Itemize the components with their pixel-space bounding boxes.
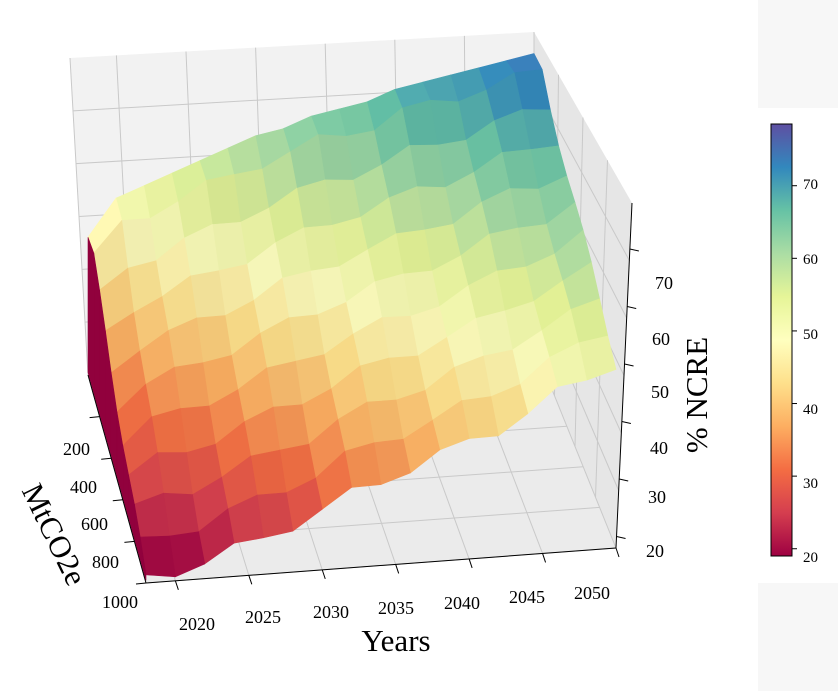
- y-tick-mark: [112, 499, 123, 502]
- x-tick-label: 2020: [179, 614, 215, 634]
- x-tick-mark: [321, 569, 326, 580]
- x-tick-mark: [542, 553, 547, 563]
- y-tick-label: 200: [63, 439, 90, 459]
- y-tick-mark: [124, 540, 135, 543]
- x-tick-label: 2045: [509, 587, 545, 607]
- colorbar-tick-label: 40: [803, 402, 818, 418]
- z-tick-mark: [629, 248, 639, 252]
- y-tick-label: 400: [70, 477, 97, 497]
- colorbar-tick-label: 20: [803, 550, 818, 566]
- ncre-axis-line: [615, 202, 633, 549]
- z-tick-label: 20: [646, 541, 664, 561]
- y-tick-mark: [89, 416, 100, 419]
- y-tick-mark: [135, 582, 147, 585]
- y-tick-label: 800: [92, 552, 119, 572]
- z-tick-label: 60: [652, 329, 670, 349]
- z-tick-mark: [624, 363, 634, 367]
- z-tick-mark: [616, 536, 626, 539]
- emissions-axis-line: [87, 374, 147, 584]
- side-panel-top: [758, 0, 838, 108]
- z-tick-mark: [621, 421, 631, 424]
- colorbar: [770, 123, 793, 557]
- z-tick-label: 40: [650, 438, 668, 458]
- z-tick-label: 70: [655, 273, 673, 293]
- side-panel-bottom: [758, 583, 838, 691]
- x-axis-title: Years: [361, 623, 430, 658]
- x-tick-mark: [395, 564, 400, 574]
- surface: [87, 53, 617, 581]
- x-tick-label: 2035: [378, 598, 414, 618]
- z-axis-title: % NCRE: [679, 337, 714, 453]
- y-tick-mark: [101, 457, 112, 460]
- surface-patch: [139, 537, 147, 581]
- tick-marks: [89, 248, 639, 590]
- colorbar-ticks: [792, 185, 797, 550]
- z-tick-mark: [619, 478, 629, 482]
- years-axis-line: [145, 547, 617, 584]
- x-tick-label: 2050: [574, 583, 610, 603]
- y-tick-label: 1000: [102, 592, 138, 612]
- colorbar-tick-label: 50: [803, 327, 818, 343]
- colorbar-tick-label: 30: [803, 476, 818, 492]
- x-tick-mark: [468, 558, 473, 569]
- x-tick-mark: [248, 575, 253, 585]
- colorbar-tick-label: 70: [803, 177, 818, 193]
- z-tick-label: 50: [651, 382, 669, 402]
- z-tick-mark: [627, 306, 637, 309]
- surface-patch: [87, 237, 95, 394]
- x-tick-mark: [174, 580, 179, 590]
- x-tick-label: 2030: [313, 602, 349, 622]
- surface-patch: [151, 408, 187, 453]
- x-tick-label: 2040: [444, 593, 480, 613]
- x-tick-mark: [615, 547, 620, 558]
- x-tick-label: 2025: [245, 607, 281, 627]
- z-tick-label: 30: [648, 487, 666, 507]
- colorbar-tick-label: 60: [803, 252, 818, 268]
- y-tick-label: 600: [81, 514, 108, 534]
